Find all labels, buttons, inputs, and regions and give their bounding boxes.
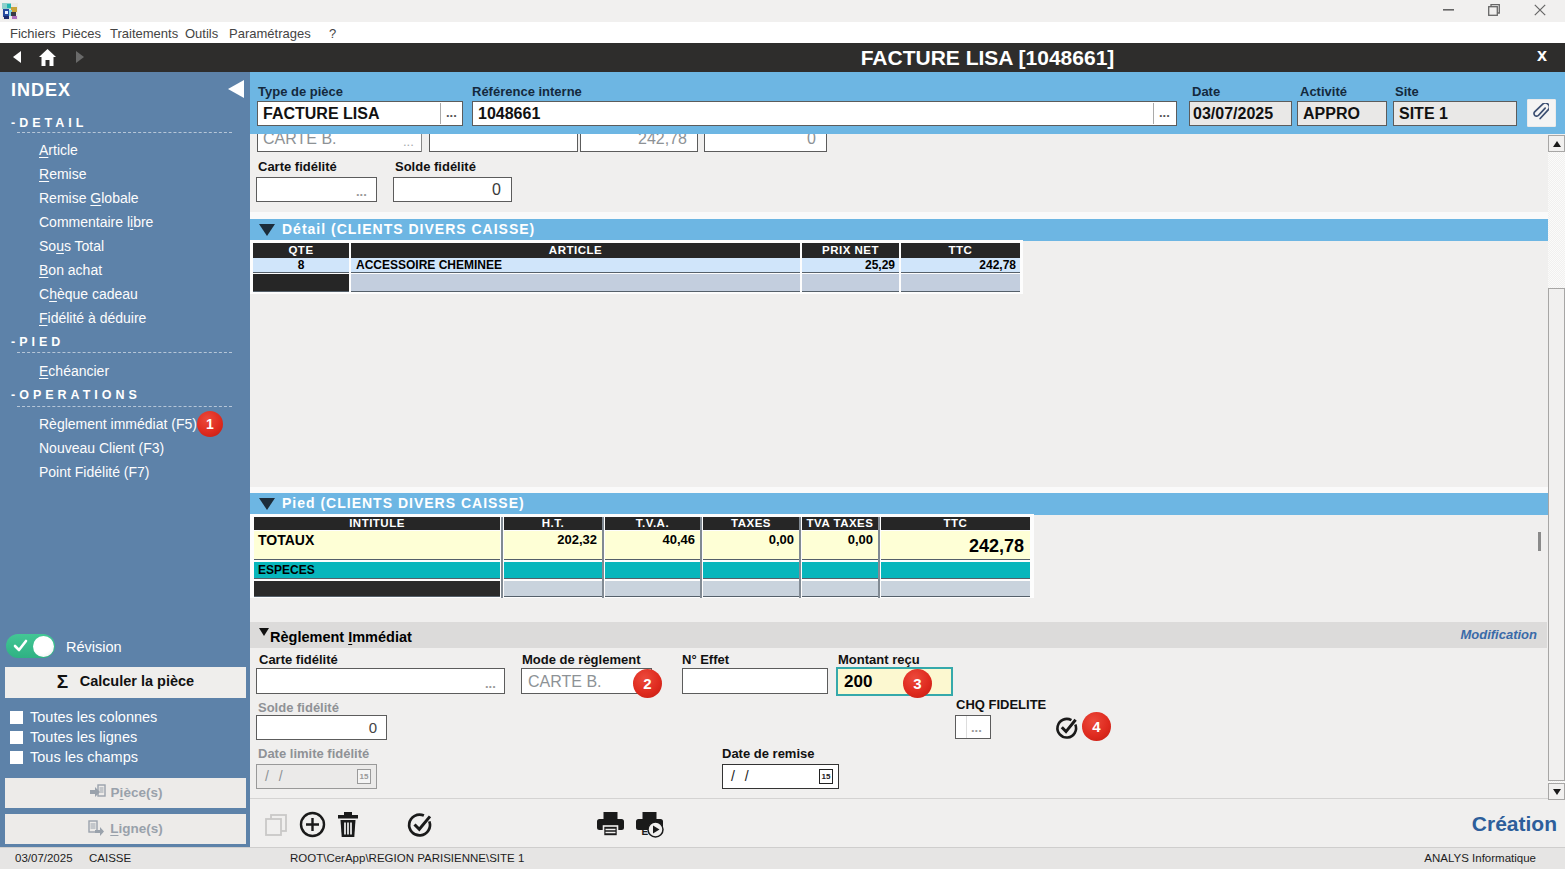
svg-text:E: E [642,826,649,837]
